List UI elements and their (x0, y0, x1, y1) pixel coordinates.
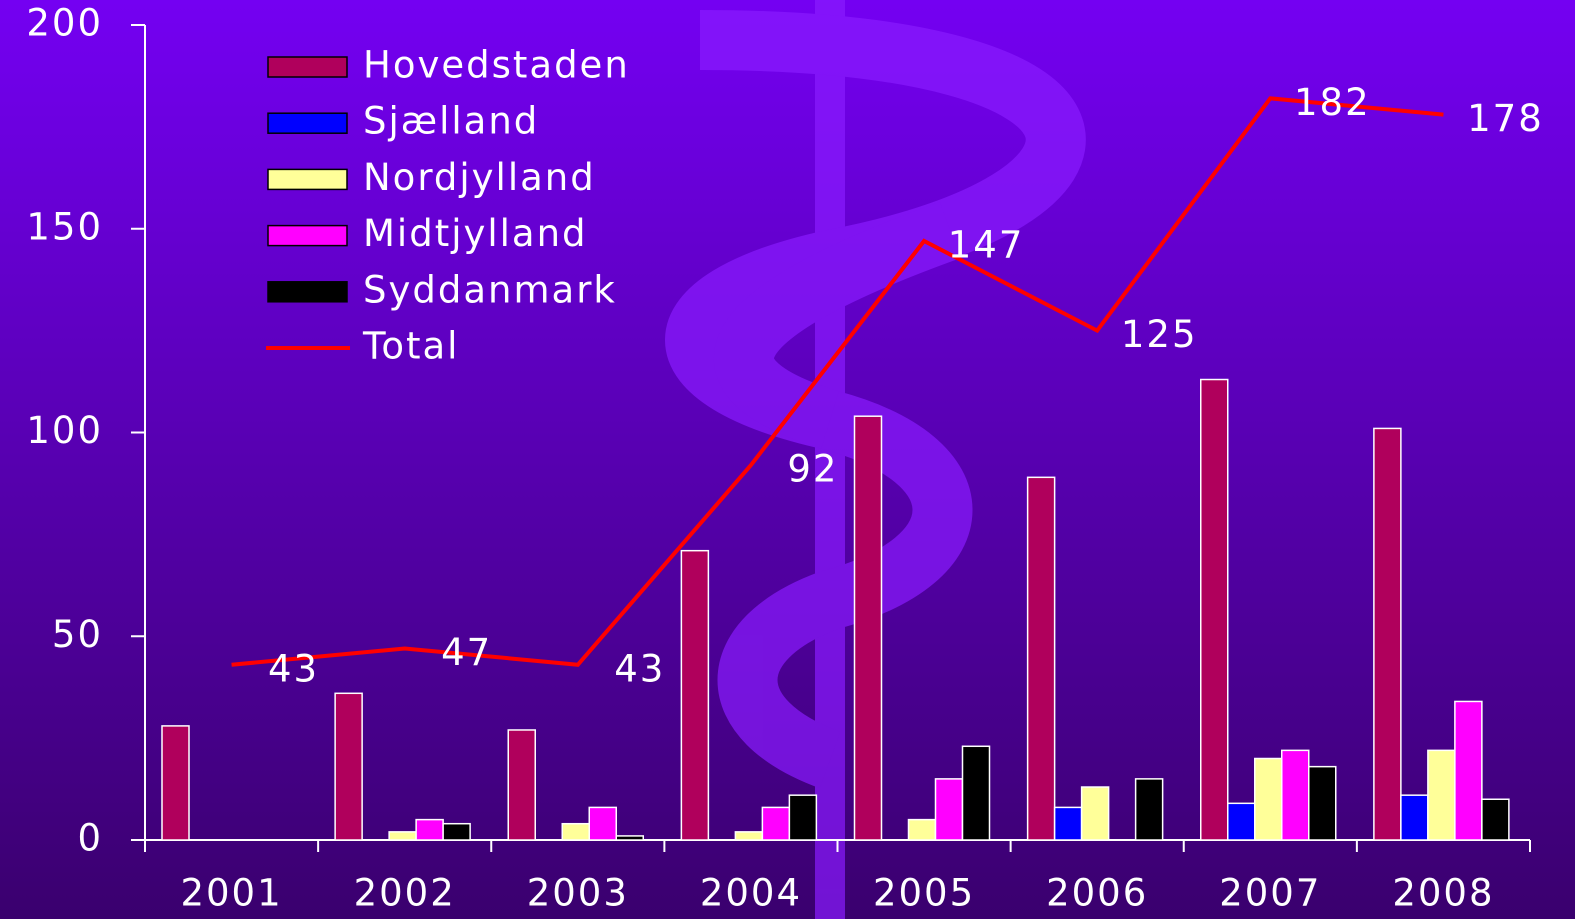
bar (1080, 786, 1110, 841)
bar (1053, 806, 1083, 841)
bar (788, 794, 818, 841)
bar (1481, 798, 1510, 841)
legend-label: Hovedstaden (363, 44, 630, 87)
bar (907, 818, 937, 841)
bar (961, 745, 991, 841)
data-label: 92 (787, 448, 838, 491)
bar (1308, 765, 1337, 841)
bar (853, 415, 883, 841)
legend-label: Total (362, 325, 459, 368)
x-tick-label: 2008 (1392, 872, 1494, 915)
bar (561, 822, 590, 841)
bar (388, 831, 417, 841)
x-tick-label: 2004 (700, 872, 802, 915)
legend-label: Syddanmark (363, 268, 617, 311)
data-label: 125 (1121, 313, 1198, 356)
bar (1200, 378, 1229, 841)
bar (934, 778, 964, 841)
y-tick-label: 150 (26, 205, 103, 248)
data-label: 47 (441, 631, 492, 674)
legend-label: Sjælland (363, 100, 539, 143)
x-tick-label: 2003 (527, 872, 629, 915)
y-tick-label: 0 (77, 817, 103, 860)
legend-swatch (267, 281, 348, 303)
data-label: 43 (268, 647, 319, 690)
legend-swatch (267, 112, 348, 134)
legend-swatch (267, 224, 348, 247)
bar (1373, 427, 1402, 841)
bar (507, 729, 536, 841)
bar (161, 725, 190, 841)
bar (415, 818, 444, 841)
bar (1026, 476, 1056, 841)
x-tick-label: 2001 (180, 872, 282, 915)
legend-label: Nordjylland (363, 156, 596, 199)
data-label: 43 (614, 647, 665, 690)
bar (615, 835, 644, 841)
x-tick-label: 2005 (873, 872, 975, 915)
bar (680, 549, 710, 841)
y-tick-label: 100 (26, 409, 103, 452)
bar (734, 831, 764, 841)
legend-label: Midtjylland (363, 212, 588, 255)
bar (1254, 757, 1283, 841)
bar (1400, 794, 1429, 841)
bar (761, 806, 791, 841)
caduceus (665, 0, 1086, 919)
bar (1454, 700, 1483, 841)
bar (1427, 749, 1456, 841)
data-label: 147 (948, 223, 1025, 266)
legend-swatch (267, 56, 348, 78)
x-tick-label: 2002 (354, 872, 456, 915)
y-tick-label: 200 (26, 2, 103, 45)
total-line (231, 96, 1444, 667)
bar (442, 822, 471, 841)
x-tick-label: 2006 (1046, 872, 1148, 915)
x-tick-label: 2007 (1219, 872, 1321, 915)
bar (334, 692, 363, 841)
bar (1281, 749, 1310, 841)
data-label: 178 (1467, 97, 1544, 140)
y-tick-label: 50 (52, 613, 103, 656)
data-label: 182 (1294, 81, 1371, 124)
bar (1227, 802, 1256, 841)
legend-swatch (267, 168, 348, 191)
bar (1134, 778, 1164, 841)
bar (588, 806, 617, 841)
